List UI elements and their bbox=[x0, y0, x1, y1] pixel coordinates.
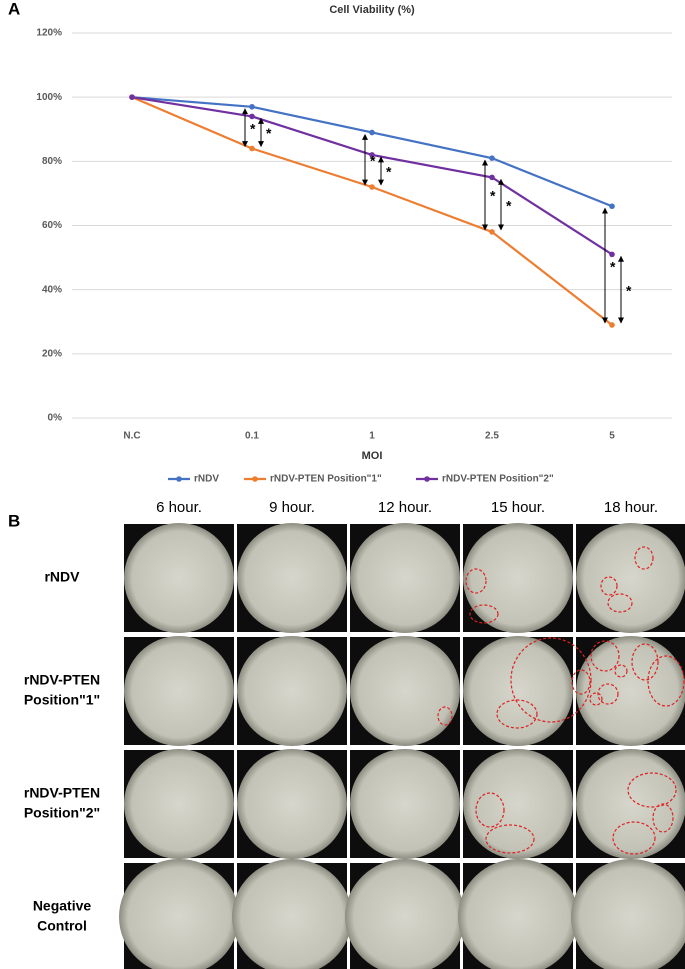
sig-star: * bbox=[266, 125, 272, 141]
data-point bbox=[369, 129, 375, 136]
series-line bbox=[131, 96, 613, 256]
highlight-ring bbox=[590, 640, 620, 672]
data-point bbox=[249, 103, 255, 110]
highlight-ring bbox=[647, 655, 685, 707]
y-tick-label: 100% bbox=[36, 92, 62, 103]
legend-label: rNDV-PTEN Position"2" bbox=[442, 474, 554, 485]
micrograph-field bbox=[124, 523, 234, 633]
x-axis-label: MOI bbox=[362, 450, 383, 462]
legend-swatch bbox=[252, 476, 258, 482]
sig-star: * bbox=[626, 282, 632, 298]
sig-star: * bbox=[250, 120, 256, 136]
highlight-ring bbox=[631, 643, 659, 681]
micrograph-field bbox=[237, 749, 347, 859]
panel-label: B bbox=[8, 511, 20, 530]
row-label: Negative bbox=[33, 898, 92, 914]
x-tick-label: 2.5 bbox=[485, 431, 499, 442]
chart-title: Cell Viability (%) bbox=[329, 4, 415, 16]
column-header: 12 hour. bbox=[378, 499, 432, 516]
y-tick-label: 60% bbox=[42, 220, 62, 231]
highlight-ring bbox=[510, 637, 592, 723]
legend-swatch bbox=[176, 476, 182, 482]
x-tick-label: 0.1 bbox=[245, 431, 259, 442]
micrograph-field bbox=[350, 523, 460, 633]
sig-star: * bbox=[610, 258, 616, 274]
y-tick-label: 20% bbox=[42, 348, 62, 359]
micrograph-field bbox=[350, 749, 460, 859]
row-label: Position"2" bbox=[24, 805, 100, 821]
column-header: 15 hour. bbox=[491, 499, 545, 516]
panel-label: A bbox=[8, 0, 20, 18]
micrograph-field bbox=[576, 636, 685, 746]
sig-star: * bbox=[506, 197, 512, 213]
x-tick-label: 5 bbox=[609, 431, 615, 442]
data-point bbox=[489, 174, 495, 181]
micrograph-field bbox=[345, 859, 465, 969]
column-header: 18 hour. bbox=[604, 499, 658, 516]
row-label: rNDV-PTEN bbox=[24, 672, 100, 688]
highlight-ring bbox=[600, 576, 618, 596]
highlight-ring bbox=[496, 699, 538, 729]
data-point bbox=[369, 152, 375, 158]
sig-star: * bbox=[490, 188, 496, 204]
micrograph-field bbox=[124, 636, 234, 746]
legend-swatch bbox=[424, 476, 430, 482]
data-point bbox=[129, 94, 135, 100]
column-header: 6 hour. bbox=[156, 499, 202, 516]
micrograph-field bbox=[124, 749, 234, 859]
data-point bbox=[609, 322, 615, 328]
data-point bbox=[489, 229, 495, 235]
highlight-ring bbox=[614, 664, 628, 678]
y-tick-label: 40% bbox=[42, 284, 62, 295]
micrograph-field bbox=[237, 636, 347, 746]
highlight-ring bbox=[571, 669, 591, 695]
highlight-ring bbox=[465, 568, 487, 594]
data-point bbox=[249, 113, 255, 120]
highlight-ring bbox=[469, 604, 499, 624]
row-label: Control bbox=[37, 918, 87, 934]
micrograph-field bbox=[576, 523, 685, 633]
highlight-ring bbox=[475, 792, 505, 828]
data-point bbox=[369, 184, 375, 190]
legend-label: rNDV-PTEN Position"1" bbox=[270, 474, 382, 485]
micrograph-field bbox=[463, 636, 573, 746]
sig-star: * bbox=[370, 152, 376, 168]
y-tick-label: 0% bbox=[48, 413, 63, 424]
x-tick-label: 1 bbox=[369, 431, 375, 442]
row-label: rNDV-PTEN bbox=[24, 785, 100, 801]
micrograph-field bbox=[576, 749, 685, 859]
data-point bbox=[609, 251, 615, 258]
data-point bbox=[489, 155, 495, 161]
micrograph-field bbox=[119, 859, 239, 969]
highlight-ring bbox=[597, 683, 619, 705]
row-label: Position"1" bbox=[24, 692, 100, 708]
highlight-ring bbox=[652, 803, 674, 833]
highlight-ring bbox=[437, 706, 453, 726]
legend-label: rNDV bbox=[194, 474, 219, 485]
micrograph-field bbox=[571, 859, 685, 969]
y-tick-label: 120% bbox=[36, 28, 62, 39]
highlight-ring bbox=[589, 692, 603, 706]
micrograph-field bbox=[463, 749, 573, 859]
micrograph-field bbox=[232, 859, 352, 969]
highlight-ring bbox=[612, 821, 656, 855]
micrograph-field bbox=[350, 636, 460, 746]
highlight-ring bbox=[634, 546, 654, 570]
highlight-ring bbox=[627, 772, 677, 808]
column-header: 9 hour. bbox=[269, 499, 315, 516]
micrograph-field bbox=[237, 523, 347, 633]
micrograph-field bbox=[463, 523, 573, 633]
sig-star: * bbox=[386, 164, 392, 180]
data-point bbox=[249, 145, 255, 152]
highlight-ring bbox=[485, 824, 535, 854]
y-tick-label: 80% bbox=[42, 156, 62, 167]
highlight-ring bbox=[607, 593, 633, 613]
row-label: rNDV bbox=[44, 569, 80, 585]
data-point bbox=[609, 203, 615, 210]
micrograph-field bbox=[458, 859, 578, 969]
x-tick-label: N.C bbox=[123, 431, 140, 442]
